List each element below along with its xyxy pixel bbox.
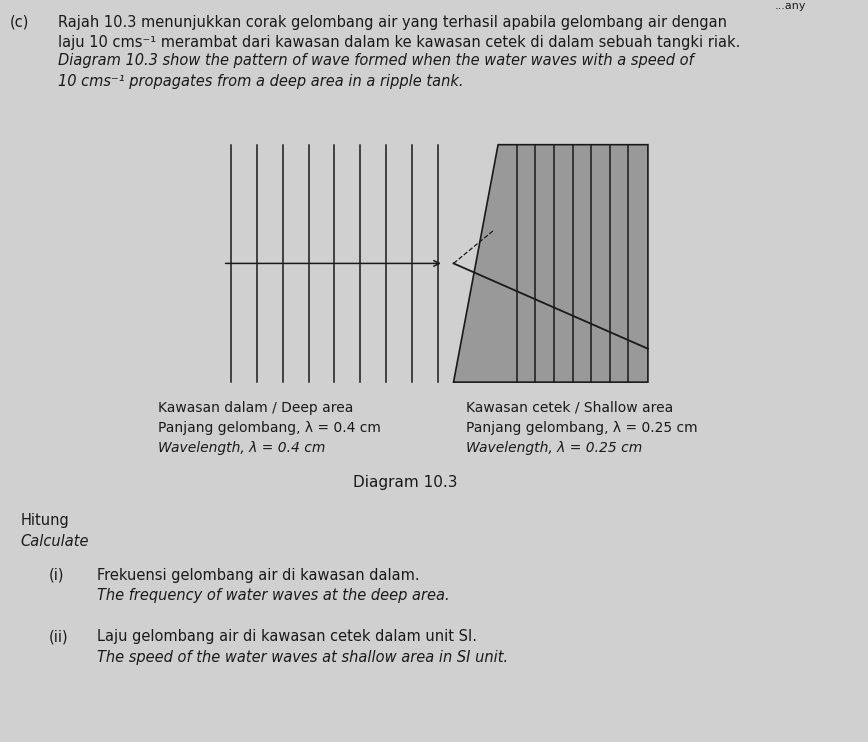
- Text: Wavelength, λ = 0.4 cm: Wavelength, λ = 0.4 cm: [158, 441, 326, 456]
- Text: ...any: ...any: [774, 1, 806, 11]
- Text: Wavelength, λ = 0.25 cm: Wavelength, λ = 0.25 cm: [466, 441, 642, 456]
- Text: Diagram 10.3 show the pattern of wave formed when the water waves with a speed o: Diagram 10.3 show the pattern of wave fo…: [58, 53, 694, 89]
- Text: The speed of the water waves at shallow area in SI unit.: The speed of the water waves at shallow …: [97, 650, 509, 665]
- Text: Rajah 10.3 menunjukkan corak gelombang air yang terhasil apabila gelombang air d: Rajah 10.3 menunjukkan corak gelombang a…: [58, 15, 740, 50]
- Polygon shape: [454, 145, 648, 382]
- Text: (i): (i): [49, 568, 64, 582]
- Text: Kawasan cetek / Shallow area: Kawasan cetek / Shallow area: [466, 401, 673, 415]
- Text: Panjang gelombang, λ = 0.25 cm: Panjang gelombang, λ = 0.25 cm: [466, 421, 697, 436]
- Text: Laju gelombang air di kawasan cetek dalam unit SI.: Laju gelombang air di kawasan cetek dala…: [97, 629, 477, 644]
- Text: Diagram 10.3: Diagram 10.3: [352, 475, 457, 490]
- Text: Panjang gelombang, λ = 0.4 cm: Panjang gelombang, λ = 0.4 cm: [158, 421, 381, 436]
- Text: Frekuensi gelombang air di kawasan dalam.: Frekuensi gelombang air di kawasan dalam…: [97, 568, 420, 582]
- Text: The frequency of water waves at the deep area.: The frequency of water waves at the deep…: [97, 588, 450, 603]
- Text: (c): (c): [10, 15, 30, 30]
- Text: Hitung: Hitung: [20, 513, 69, 528]
- Text: Calculate: Calculate: [20, 534, 89, 549]
- Text: Kawasan dalam / Deep area: Kawasan dalam / Deep area: [158, 401, 353, 415]
- Text: (ii): (ii): [49, 629, 69, 644]
